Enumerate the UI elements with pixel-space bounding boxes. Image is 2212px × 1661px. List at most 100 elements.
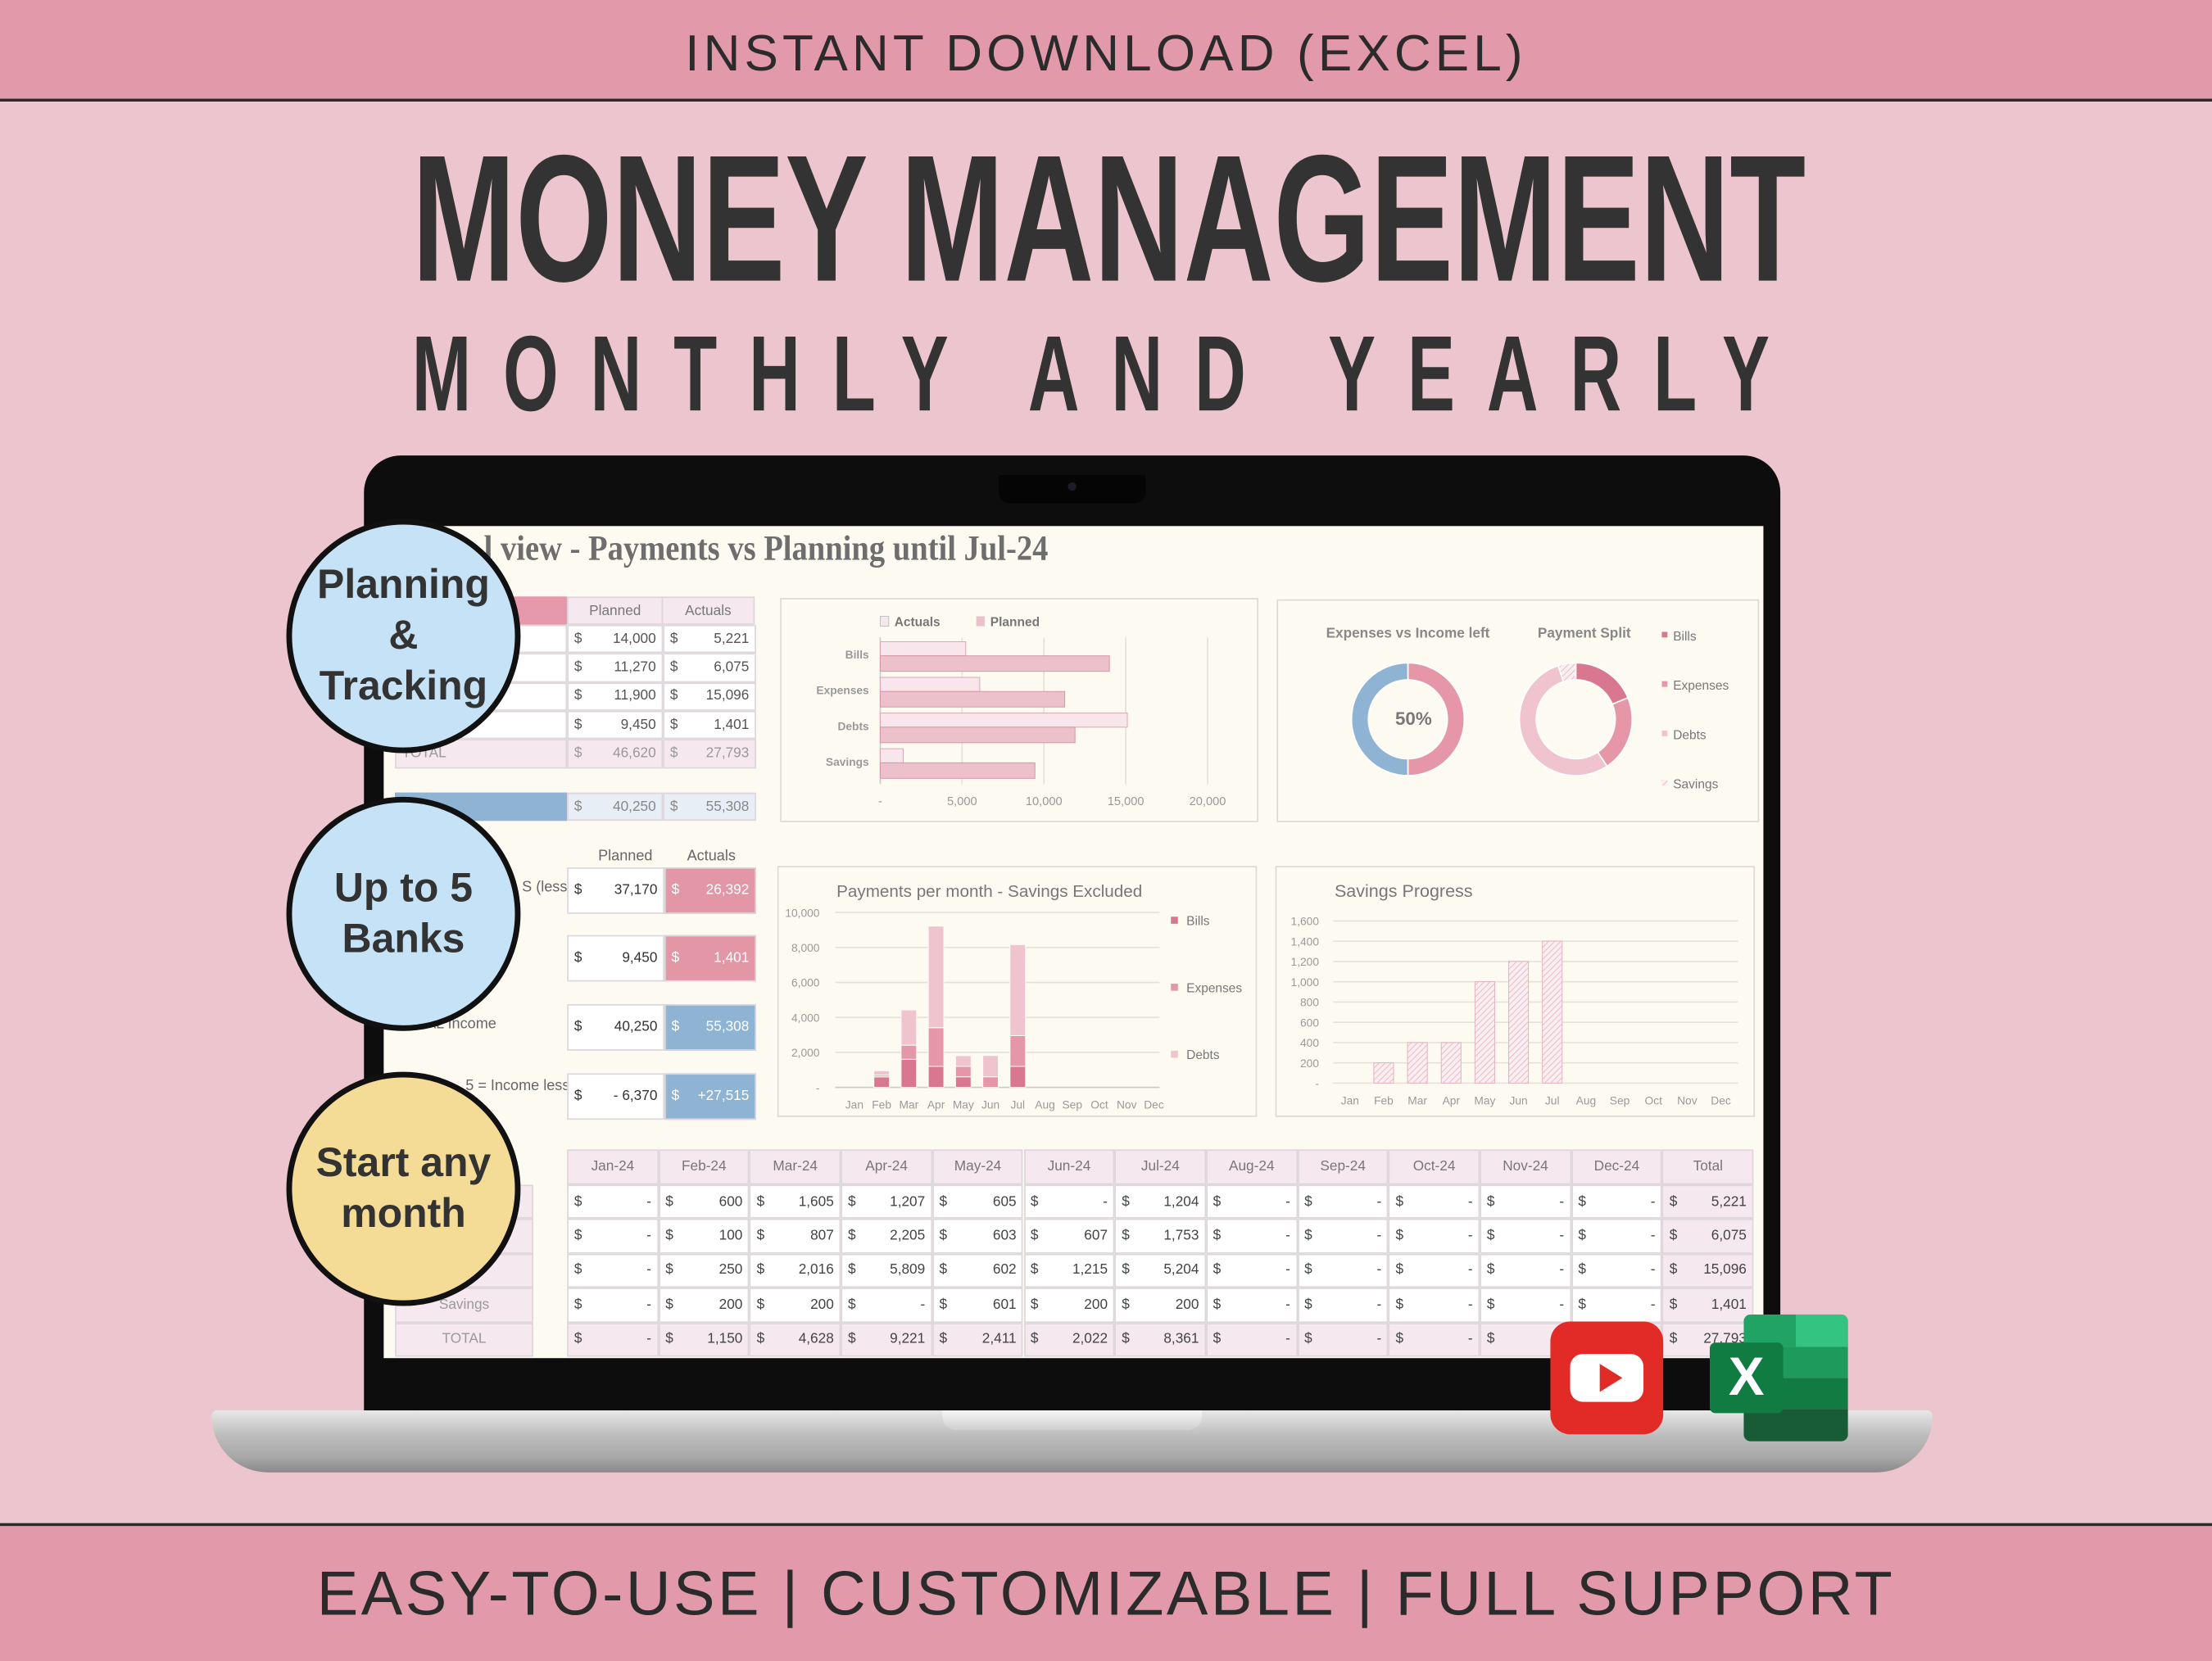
month-cell[interactable]: $100 [658,1219,750,1254]
month-cell[interactable]: $5,809 [841,1253,932,1288]
month-cell[interactable]: $- [1206,1288,1298,1323]
month-cell[interactable]: $- [841,1288,932,1323]
month-cell[interactable]: $- [1206,1253,1298,1288]
month-cell[interactable]: $6,075 [1662,1219,1754,1254]
month-cell[interactable]: $250 [658,1253,750,1288]
month-cell[interactable]: $- [1480,1219,1571,1254]
month-cell[interactable]: $1,204 [1114,1184,1207,1220]
month-cell[interactable]: $2,022 [1023,1322,1115,1357]
month-cell[interactable]: $- [1206,1219,1298,1254]
income-actual[interactable]: $55,308 [663,792,756,821]
actual-cell[interactable]: $1,401 [663,710,756,740]
month-cell[interactable]: $601 [931,1288,1024,1323]
youtube-icon[interactable] [1550,1321,1664,1435]
month-cell[interactable]: $9,221 [841,1322,932,1357]
planned-cell[interactable]: $14,000 [567,624,664,654]
month-cell[interactable]: $607 [1023,1219,1115,1254]
planned-cell[interactable]: $9,450 [567,710,664,740]
month-cell[interactable]: $- [1206,1184,1298,1220]
month-cell[interactable]: $- [1388,1253,1480,1288]
month-cell[interactable]: $- [1388,1322,1480,1357]
month-cell[interactable]: $5,204 [1114,1253,1207,1288]
month-cell[interactable]: $603 [931,1219,1024,1254]
bar-actuals [879,713,1128,728]
month-cell[interactable]: $- [1297,1288,1389,1323]
month-cell[interactable]: $200 [750,1288,841,1323]
month-cell[interactable]: $- [1206,1322,1298,1357]
kpi-actual[interactable]: $1,401 [664,935,756,982]
cell-value: - [1650,1193,1656,1210]
month-cell[interactable]: $600 [658,1184,750,1220]
month-cell[interactable]: $1,401 [1662,1288,1754,1323]
month-cell[interactable]: $200 [1114,1288,1207,1323]
row-label-text: TOTAL [442,1331,487,1347]
month-cell[interactable]: $- [567,1288,659,1323]
month-cell[interactable]: $1,207 [841,1184,932,1220]
month-cell[interactable]: $- [1297,1253,1389,1288]
y-tick-label: 800 [1300,997,1319,1009]
stacked-bar-segment [982,1055,999,1078]
month-cell[interactable]: $- [567,1322,659,1357]
month-cell[interactable]: $- [1480,1184,1571,1220]
kpi-actual[interactable]: $55,308 [664,1004,756,1051]
month-cell[interactable]: $2,016 [750,1253,841,1288]
month-cell[interactable]: $15,096 [1662,1253,1754,1288]
month-cell[interactable]: $- [1480,1253,1571,1288]
month-cell[interactable]: $- [1571,1253,1663,1288]
month-cell[interactable]: $1,753 [1114,1219,1207,1254]
month-cell[interactable]: $5,221 [1662,1184,1754,1220]
cell-value: - [1285,1297,1290,1313]
month-cell[interactable]: $2,411 [931,1322,1024,1357]
month-cell[interactable]: $2,205 [841,1219,932,1254]
kpi-planned[interactable]: $40,250 [567,1004,665,1051]
actual-cell[interactable]: $6,075 [663,653,756,682]
kpi-actual[interactable]: $26,392 [664,867,756,914]
month-cell[interactable]: $- [567,1253,659,1288]
stacked-bar-segment [1009,944,1027,1036]
month-cell[interactable]: $- [1388,1219,1480,1254]
currency-symbol: $ [1669,1297,1678,1313]
total-actual[interactable]: $27,793 [663,739,756,769]
actual-cell[interactable]: $15,096 [663,681,756,711]
cell-value: - [1559,1193,1565,1210]
actual-cell[interactable]: $5,221 [663,624,756,654]
month-cell[interactable]: $- [1023,1184,1115,1220]
currency-symbol: $ [756,1297,765,1313]
stacked-bar-segment [1009,1066,1027,1088]
kpi-actual[interactable]: $ +27,515 [664,1073,756,1120]
month-cell[interactable]: $200 [658,1288,750,1323]
x-tick-label: May [1474,1094,1495,1107]
month-cell[interactable]: $4,628 [750,1322,841,1357]
month-cell[interactable]: $- [567,1219,659,1254]
month-cell[interactable]: $- [1297,1219,1389,1254]
planned-cell[interactable]: $11,900 [567,681,664,711]
planned-cell[interactable]: $11,270 [567,653,664,682]
kpi-planned[interactable]: $9,450 [567,935,665,982]
month-cell[interactable]: $- [1297,1184,1389,1220]
month-cell[interactable]: $1,150 [658,1322,750,1357]
kpi-planned[interactable]: $37,170 [567,867,665,914]
month-header: Aug-24 [1206,1149,1298,1185]
kpi-planned[interactable]: $ - 6,370 [567,1073,665,1120]
currency-symbol: $ [573,882,582,898]
month-cell[interactable]: $807 [750,1219,841,1254]
month-cell[interactable]: $- [1297,1322,1389,1357]
month-cell[interactable]: $- [1571,1219,1663,1254]
month-cell[interactable]: $200 [1023,1288,1115,1323]
month-cell[interactable]: $- [1388,1288,1480,1323]
month-cell[interactable]: $1,215 [1023,1253,1115,1288]
month-cell[interactable]: $- [1388,1184,1480,1220]
total-planned[interactable]: $46,620 [567,739,664,769]
currency-symbol: $ [671,882,680,898]
month-cell[interactable]: $605 [931,1184,1024,1220]
month-cell[interactable]: $- [1480,1288,1571,1323]
month-cell[interactable]: $1,605 [750,1184,841,1220]
month-cell[interactable]: $602 [931,1253,1024,1288]
x-tick-label: Feb [872,1098,891,1111]
month-cell[interactable]: $- [1571,1184,1663,1220]
month-cell[interactable]: $- [567,1184,659,1220]
header-text: Total [1693,1159,1723,1175]
income-planned[interactable]: $40,250 [567,792,664,821]
month-cell[interactable]: $8,361 [1114,1322,1207,1357]
x-tick-label: Nov [1117,1098,1137,1111]
